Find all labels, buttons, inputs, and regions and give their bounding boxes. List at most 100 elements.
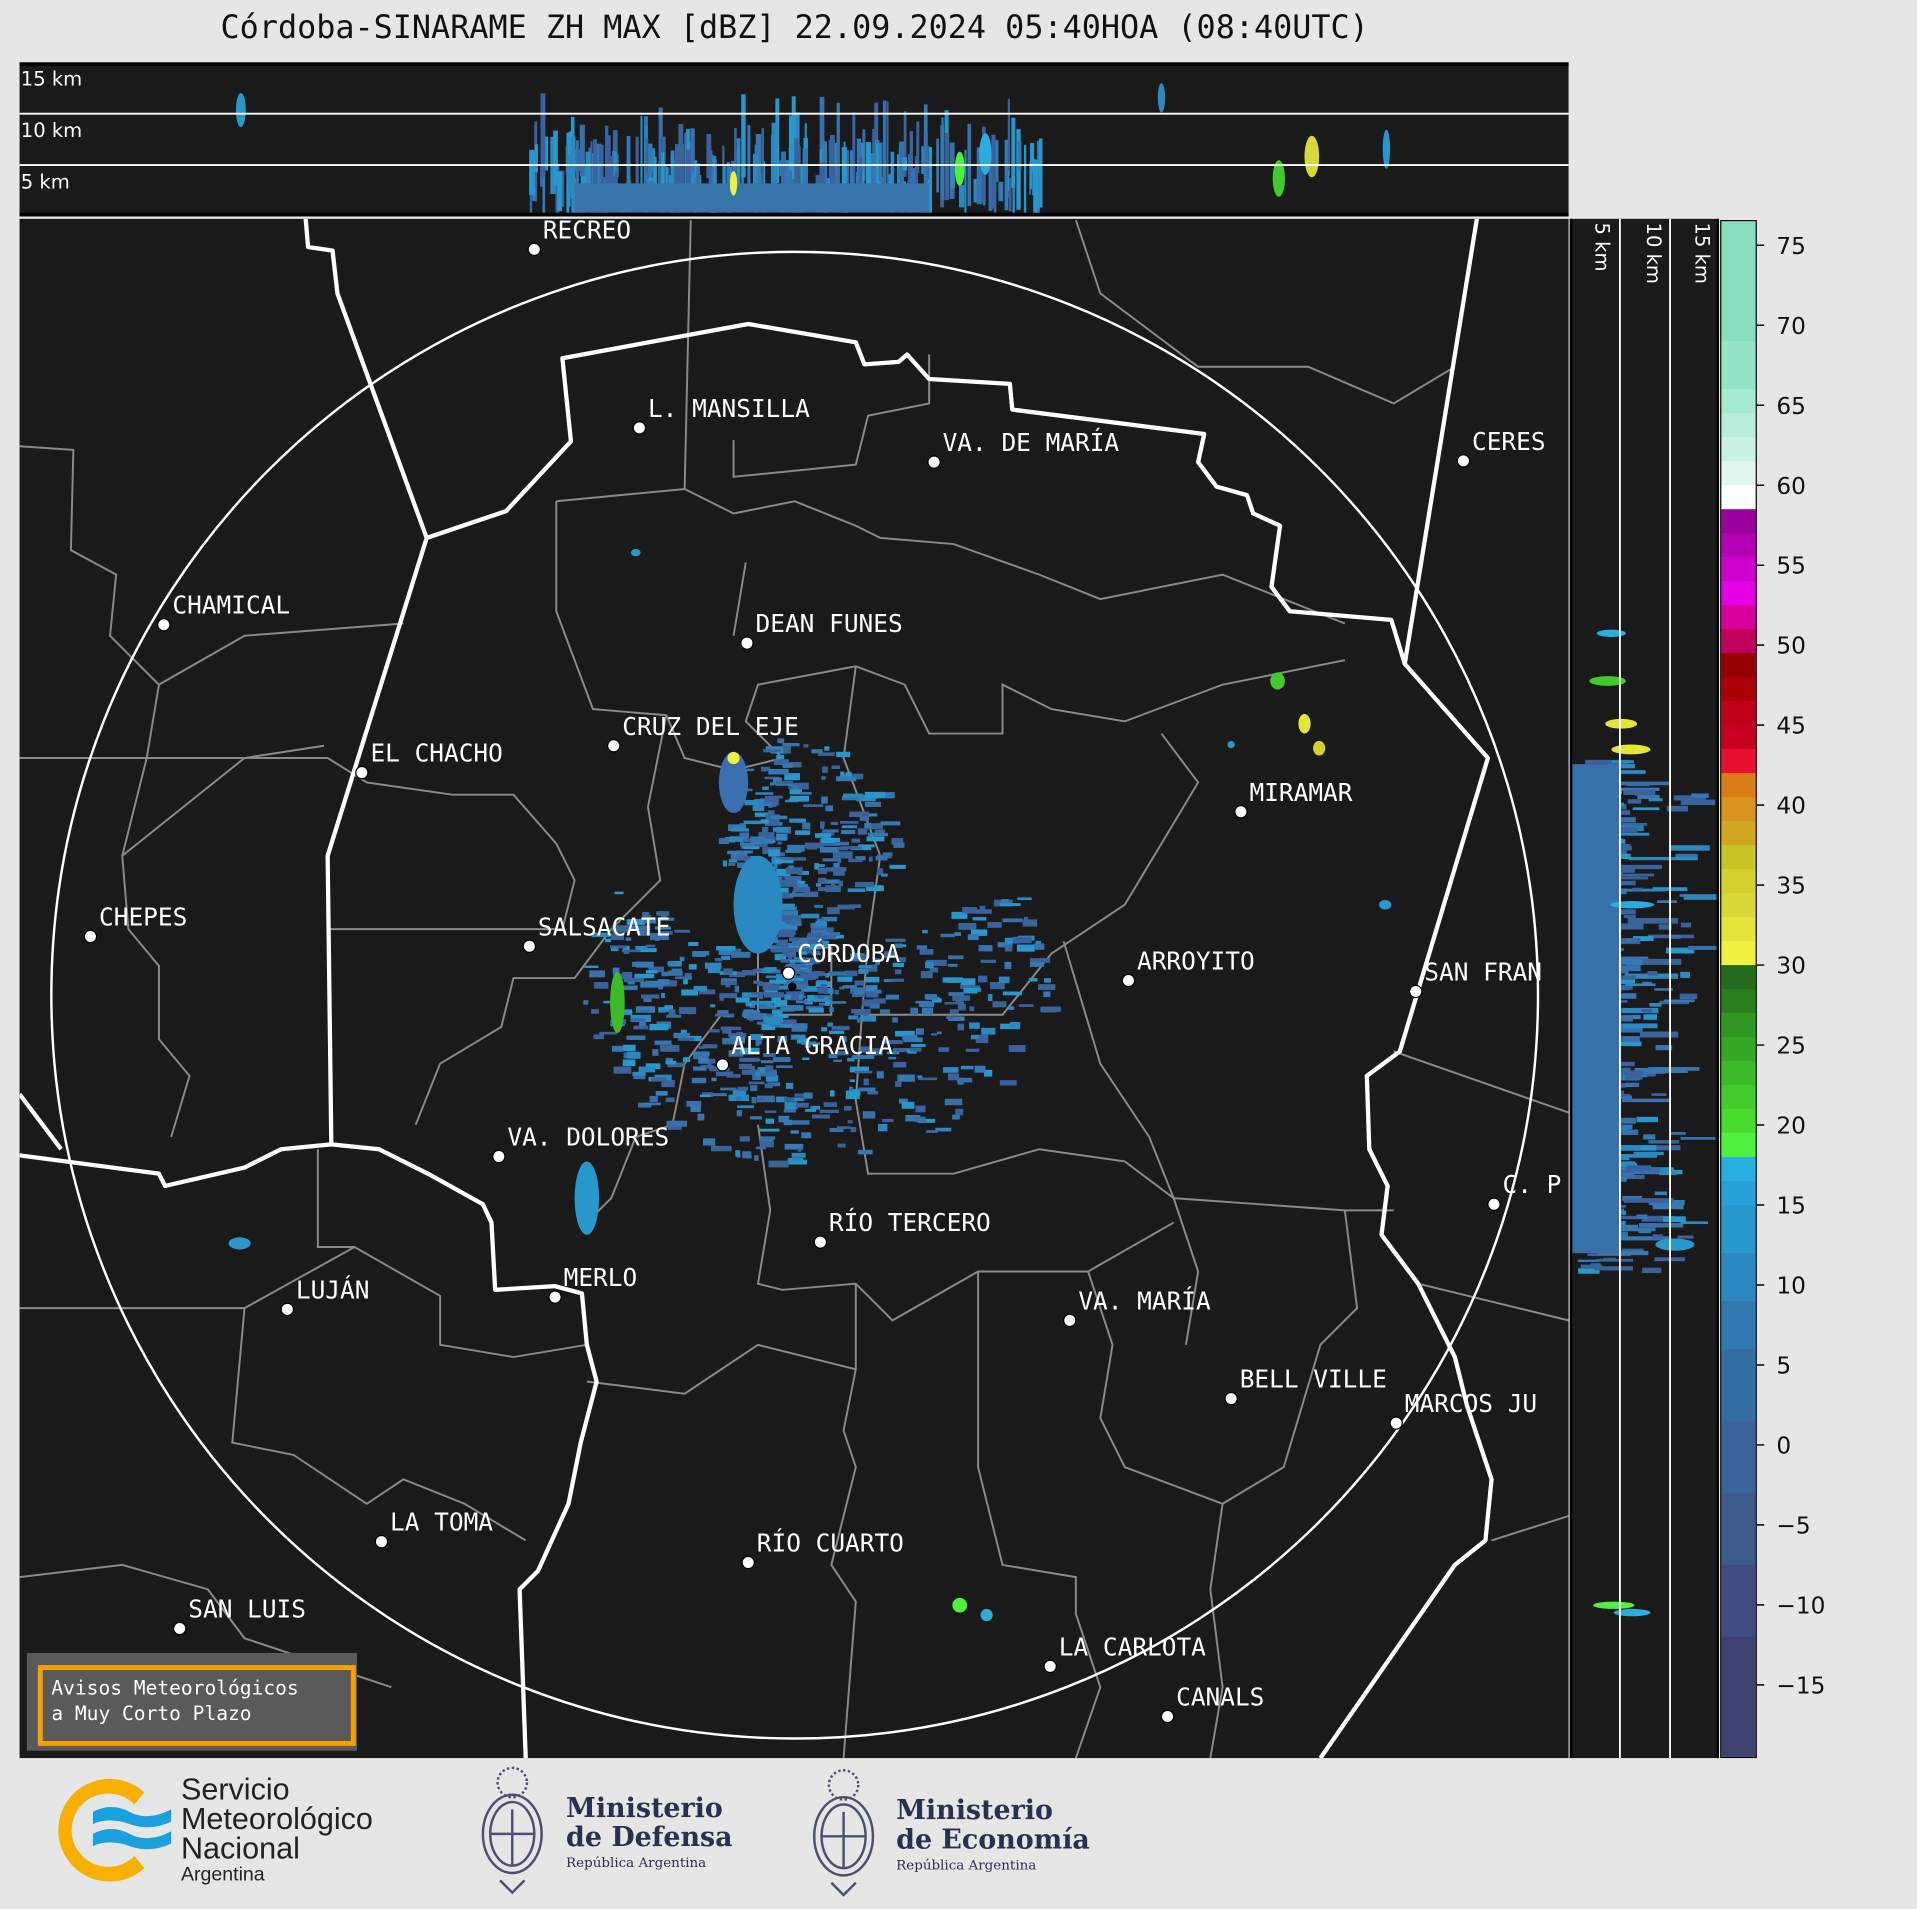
department-boundary xyxy=(683,220,692,490)
city-label: LA TOMA xyxy=(390,1508,493,1537)
radar-echo-pixel xyxy=(728,862,736,866)
top-echo-pixel xyxy=(878,142,883,183)
radar-echo-pixel xyxy=(959,985,980,989)
top-echo-pixel xyxy=(846,150,850,187)
radar-echo-pixel xyxy=(935,1127,952,1132)
radar-echo-pixel xyxy=(770,945,790,952)
radar-map[interactable]: RECREO L. MANSILLA VA. DE MARÍA CERES CHAMIC… xyxy=(19,218,1569,1759)
radar-echo-pixel xyxy=(632,1071,646,1076)
top-echo-pixel xyxy=(856,138,862,183)
side-echo-pixel xyxy=(1680,799,1716,806)
side-echo-pixel xyxy=(1641,1008,1653,1013)
radar-echo-pixel xyxy=(865,976,880,983)
radar-site-marker xyxy=(787,982,797,991)
radar-echo-pixel xyxy=(665,1060,677,1065)
top-echo-pixel xyxy=(993,139,999,182)
radar-echo-pixel xyxy=(892,962,905,967)
radar-echo-pixel xyxy=(776,833,788,841)
top-echo-pixel xyxy=(635,136,639,200)
city-label: MARCOS JU xyxy=(1405,1389,1537,1418)
top-echo-pixel xyxy=(590,141,593,213)
city-dot-icon xyxy=(741,1555,755,1570)
side-echo-pixel xyxy=(1604,1153,1658,1158)
radar-echo-pixel xyxy=(837,846,848,851)
radar-echo-pixel xyxy=(849,956,868,962)
city-dot-icon xyxy=(157,618,171,632)
radar-echo-pixel xyxy=(743,820,761,825)
radar-echo-pixel xyxy=(768,769,789,775)
top-echo-pixel xyxy=(540,165,543,187)
radar-echo-pixel xyxy=(666,1014,682,1018)
radar-echo-pixel xyxy=(740,840,744,847)
radar-echo-pixel xyxy=(761,826,769,834)
colorbar-band xyxy=(1721,821,1756,846)
radar-echo-pixel xyxy=(686,1100,702,1107)
radar-echo-pixel xyxy=(642,911,650,918)
radar-echo-pixel xyxy=(728,859,738,863)
colorbar-band xyxy=(1721,1564,1756,1638)
radar-echo-pixel xyxy=(924,994,938,1000)
radar-echo-pixel xyxy=(771,856,777,860)
radar-echo-pixel xyxy=(777,738,785,744)
radar-echo-pixel xyxy=(833,1059,842,1063)
top-echo-pixel xyxy=(543,136,549,171)
radar-echo-pixel xyxy=(665,1057,673,1063)
radar-echo-pixel xyxy=(827,1022,834,1027)
side-echo-pixel xyxy=(1669,1131,1686,1135)
side-echo-pixel xyxy=(1615,880,1636,886)
department-boundary xyxy=(158,622,404,686)
warning-box[interactable]: Avisos Meteorológicos a Muy Corto Plazo xyxy=(26,1652,357,1751)
radar-echo-pixel xyxy=(1033,943,1045,950)
top-echo-pixel xyxy=(886,101,889,185)
radar-echo-pixel xyxy=(979,905,986,911)
side-echo-pixel xyxy=(1659,1171,1677,1176)
radar-echo-pixel xyxy=(763,992,784,998)
colorbar-band xyxy=(1721,1300,1756,1350)
radar-echo-pixel xyxy=(739,1047,760,1055)
radar-echo-pixel xyxy=(742,969,756,976)
side-echo-pixel xyxy=(1649,1003,1662,1007)
city-marker: LA CARLOTA xyxy=(1043,1632,1206,1674)
label-15km: 15 km xyxy=(1691,223,1714,284)
city-marker: MERLO xyxy=(548,1263,637,1304)
radar-echo-pixel xyxy=(751,1065,755,1073)
radar-echo-pixel xyxy=(944,1002,965,1005)
radar-echo-pixel xyxy=(775,1065,793,1069)
radar-echo-pixel xyxy=(742,842,755,848)
city-dot-icon xyxy=(1456,454,1471,468)
department-boundary xyxy=(231,1308,527,1542)
city-marker: CHAMICAL xyxy=(157,591,290,632)
radar-echo-pixel xyxy=(957,1003,966,1011)
colorbar-band xyxy=(1721,1205,1756,1254)
radar-echo-pixel xyxy=(699,989,716,995)
top-echo-cell xyxy=(729,171,738,196)
radar-echo-pixel xyxy=(847,888,866,892)
radar-echo-cell xyxy=(1270,672,1285,690)
radar-echo-pixel xyxy=(777,887,789,894)
radar-echo-pixel xyxy=(777,1035,788,1043)
radar-echo-pixel xyxy=(794,830,811,835)
radar-echo-pixel xyxy=(810,1105,821,1110)
radar-echo-pixel xyxy=(796,1000,809,1004)
radar-echo-pixel xyxy=(689,1035,702,1042)
radar-echo-pixel xyxy=(741,1069,760,1075)
radar-echo-pixel xyxy=(1022,919,1038,927)
radar-echo-pixel xyxy=(801,988,821,992)
side-echo-pixel xyxy=(1577,1259,1600,1263)
radar-range-ring xyxy=(50,250,1540,1740)
radar-echo-pixel xyxy=(858,969,869,974)
radar-echo-pixel xyxy=(760,819,769,824)
radar-echo-pixel xyxy=(673,1032,691,1038)
radar-echo-pixel xyxy=(683,979,688,985)
radar-echo-pixel xyxy=(622,1044,636,1052)
radar-echo-pixel xyxy=(589,970,606,978)
radar-echo-pixel xyxy=(621,949,641,953)
radar-echo-pixel xyxy=(723,968,733,975)
radar-echo-pixel xyxy=(674,929,691,933)
top-echo-cell xyxy=(235,92,246,128)
top-echo-pixel xyxy=(991,134,996,209)
radar-echo-pixel xyxy=(895,943,903,948)
radar-echo-pixel xyxy=(745,1002,752,1007)
department-boundary xyxy=(586,1343,857,1395)
top-echo-pixel xyxy=(567,155,571,193)
